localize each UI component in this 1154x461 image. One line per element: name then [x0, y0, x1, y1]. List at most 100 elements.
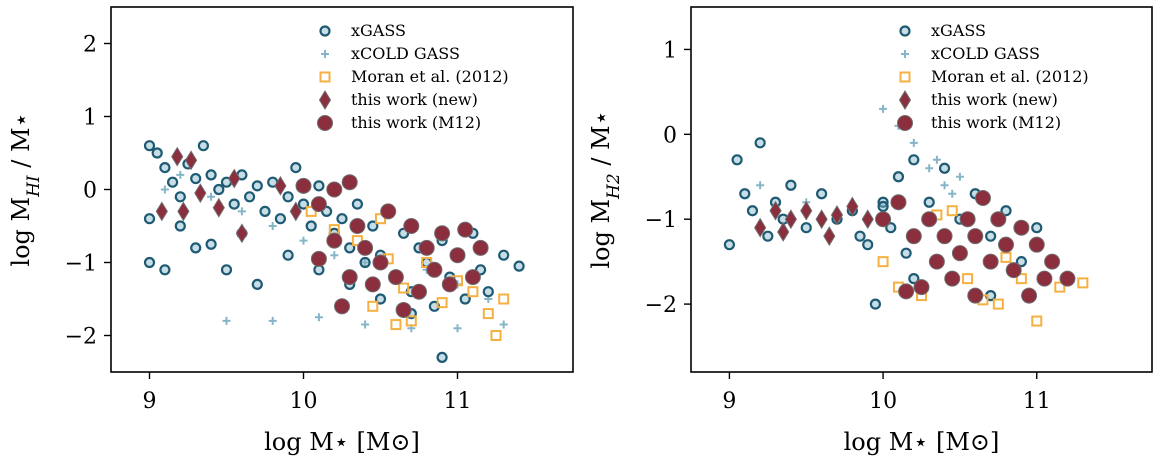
data-point — [739, 188, 751, 200]
data-point — [1036, 270, 1053, 287]
data-point — [228, 168, 241, 189]
data-point — [1077, 277, 1089, 289]
data-point — [913, 279, 930, 296]
data-point — [143, 140, 156, 152]
data-point — [295, 177, 312, 194]
data-point — [184, 150, 198, 171]
data-point — [967, 228, 984, 245]
data-point — [411, 283, 427, 300]
data-point — [213, 183, 225, 196]
data-point — [879, 104, 888, 113]
data-point — [908, 154, 920, 166]
data-point — [380, 203, 397, 220]
data-point — [762, 230, 774, 242]
y-tick-label: 0 — [83, 179, 97, 204]
y-axis-label: log MH2 / M⋆ — [587, 110, 624, 268]
data-point — [274, 213, 286, 225]
data-point — [359, 256, 371, 269]
data-point — [159, 162, 171, 174]
legend-label: this work (new) — [351, 90, 478, 109]
data-point — [905, 228, 922, 245]
x-tick-label: 10 — [869, 389, 897, 414]
legend-label: Moran et al. (2012) — [351, 67, 509, 86]
y-tick-label: 0 — [663, 123, 677, 148]
data-point — [869, 298, 882, 310]
data-point — [418, 239, 435, 256]
data-point — [341, 269, 358, 286]
data-point — [1031, 222, 1043, 234]
data-point — [268, 316, 277, 325]
data-point — [936, 228, 953, 245]
series-4 — [295, 174, 489, 318]
data-point — [938, 162, 951, 174]
data-point — [998, 236, 1015, 253]
data-point — [1015, 273, 1027, 285]
data-point — [282, 191, 294, 203]
data-point — [449, 247, 466, 264]
legend-label: xGASS — [931, 21, 986, 40]
data-point — [398, 282, 410, 294]
data-point — [1000, 205, 1012, 217]
data-point — [282, 249, 294, 261]
data-point — [777, 221, 790, 242]
data-point — [1005, 262, 1022, 279]
data-point — [313, 180, 325, 192]
data-point — [482, 286, 494, 298]
data-point — [513, 260, 525, 272]
data-point — [490, 330, 502, 341]
data-point — [251, 180, 263, 192]
y-axis-label: log MHI / M⋆ — [7, 112, 44, 266]
data-point — [143, 213, 156, 225]
legend-marker — [898, 90, 912, 110]
data-point — [159, 264, 171, 276]
data-point — [754, 137, 766, 149]
data-point — [756, 181, 765, 190]
y-tick-label: 1 — [663, 38, 677, 63]
data-point — [357, 239, 374, 256]
data-point — [457, 221, 474, 238]
x-tick-label: 11 — [1023, 389, 1051, 414]
data-point — [349, 218, 366, 234]
data-point — [498, 293, 510, 305]
data-point — [305, 220, 317, 232]
data-point — [441, 276, 458, 293]
x-tick-label: 11 — [444, 389, 472, 414]
data-point — [160, 185, 169, 194]
data-point — [967, 287, 984, 304]
data-point — [205, 238, 217, 250]
data-points — [143, 140, 525, 363]
data-point — [982, 253, 999, 270]
data-point — [854, 230, 866, 242]
data-point — [928, 253, 945, 270]
legend: xGASS xCOLD GASS Moran et al. (2012) this w… — [317, 21, 509, 132]
data-point — [1015, 256, 1027, 268]
data-point — [405, 315, 417, 327]
data-point — [395, 301, 412, 318]
data-point — [310, 196, 327, 213]
data-point — [955, 172, 964, 181]
data-point — [754, 217, 767, 238]
legend-marker — [901, 50, 909, 58]
data-point — [390, 319, 402, 331]
data-point — [723, 239, 736, 251]
data-point — [326, 232, 343, 249]
x-tick-label: 9 — [722, 389, 736, 414]
data-point — [731, 154, 743, 166]
data-point — [364, 276, 381, 293]
legend-label: xCOLD GASS — [351, 44, 460, 63]
plot-frame — [690, 6, 1153, 373]
legend-marker — [897, 115, 913, 131]
data-point — [875, 211, 892, 228]
legend-marker — [319, 71, 331, 83]
data-point — [220, 264, 233, 276]
data-point — [361, 258, 370, 267]
data-point — [948, 189, 957, 198]
data-point — [190, 172, 202, 185]
data-points — [723, 104, 1089, 327]
data-point — [816, 188, 828, 200]
x-tick-label: 10 — [290, 389, 318, 414]
data-point — [800, 200, 813, 221]
data-point — [326, 181, 343, 198]
data-point — [992, 298, 1004, 310]
